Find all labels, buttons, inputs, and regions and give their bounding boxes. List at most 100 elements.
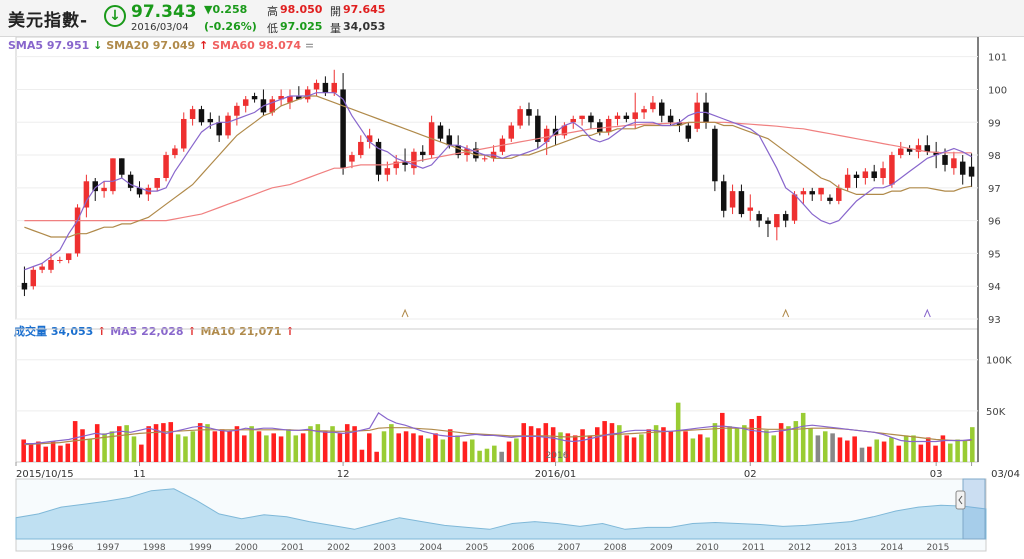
volume-bar: [477, 450, 482, 462]
volume-bar: [146, 426, 151, 462]
volume-bar: [712, 423, 718, 462]
candle-body: [818, 187, 824, 195]
candle-body: [65, 253, 72, 260]
candle-body: [154, 178, 160, 188]
candle-body: [101, 187, 107, 192]
candle-body: [242, 99, 249, 106]
navigator-year-label: 2013: [834, 543, 857, 553]
volume-bar: [403, 431, 409, 462]
candle-body: [393, 161, 399, 169]
candle-body: [959, 161, 966, 175]
volume-bar: [970, 427, 975, 462]
volume-bar: [124, 425, 129, 462]
open-label: 開: [330, 5, 341, 18]
vol-ma5-up-arrow-icon: ↑: [187, 325, 197, 338]
volume-bar: [278, 436, 284, 462]
volume-bar: [190, 431, 196, 462]
vol-ma5-legend: MA5 22,028: [110, 325, 184, 338]
candle-body: [570, 118, 576, 123]
volume-value: 34,053: [343, 20, 386, 33]
candle-body: [924, 145, 931, 152]
candle-body: [375, 141, 382, 175]
low-value: 97.025: [280, 20, 323, 33]
volume-bar: [845, 440, 850, 462]
high-value: 98.050: [280, 3, 323, 16]
price-tick-label: 95: [988, 249, 1001, 260]
volume-bar: [661, 427, 666, 462]
navigator-handle-body: [955, 490, 966, 510]
volume-bar: [514, 438, 519, 462]
candle-body: [48, 259, 54, 270]
candle-body: [331, 82, 337, 93]
volume-bar: [389, 424, 394, 462]
volume-bar: [242, 435, 247, 462]
candle-body: [296, 96, 302, 100]
candle-body: [898, 148, 904, 156]
volume-bar: [624, 435, 629, 462]
navigator-selection-window[interactable]: [962, 478, 986, 540]
sma5-down-arrow-icon: ↓: [93, 39, 103, 52]
candle-body: [809, 191, 815, 195]
price-plot-frame: [15, 37, 979, 320]
volume-bar: [874, 439, 880, 462]
volume-bar: [550, 427, 556, 462]
x-tick-label: 03/04: [991, 469, 1020, 480]
volume-bar: [322, 431, 328, 462]
volume-bar: [21, 439, 26, 462]
price-tick-label: 100: [988, 85, 1007, 96]
volume-bar: [249, 426, 254, 462]
candle-body: [889, 155, 895, 185]
candle-body: [251, 96, 258, 100]
volume-legend-value: 成交量 34,053: [14, 325, 94, 338]
volume-bar: [43, 446, 49, 462]
crossover-marker-icon: [923, 308, 931, 318]
volume-bar: [617, 425, 622, 462]
volume-bar: [65, 443, 71, 462]
x-tick-label: 03: [930, 469, 943, 480]
candle-body: [136, 187, 143, 195]
volume-bar: [153, 424, 159, 462]
candle-body: [526, 109, 532, 116]
volume-bar: [381, 431, 387, 462]
volume-year-label: 2016: [546, 451, 569, 461]
x-tick-label: 02: [744, 469, 757, 480]
price-legend: SMA5 97.951 ↓ SMA20 97.049 ↑ SMA60 98.07…: [8, 39, 314, 52]
volume-bar: [212, 431, 218, 462]
open-value: 97.645: [343, 3, 386, 16]
volume-bar: [175, 434, 181, 462]
volume-bar: [293, 435, 299, 462]
candle-body: [216, 122, 222, 136]
candle-body: [473, 148, 479, 159]
volume-bar: [359, 449, 365, 462]
volume-bar: [690, 438, 696, 462]
volume-bar: [506, 441, 512, 462]
candle-body: [729, 191, 736, 208]
candle-body: [862, 171, 869, 178]
volume-bar: [940, 435, 946, 462]
volume-bar: [484, 448, 490, 462]
candle-body: [517, 109, 523, 126]
candle-body: [225, 115, 231, 136]
navigator-year-label: 2007: [558, 543, 581, 553]
volume-bar: [168, 422, 174, 462]
candle-body: [172, 148, 178, 156]
volume-legend: 成交量 34,053 ↑ MA5 22,028 ↑ MA10 21,071 ↑: [14, 323, 295, 339]
candle-body: [765, 220, 771, 224]
price-volume-chart[interactable]: 93 94 95 96 97 98 99 100 101 50K 100K 2016 2015/10/1…: [0, 37, 1024, 559]
volume-bar: [264, 435, 269, 462]
navigator-year-label: 2006: [512, 543, 535, 553]
volume-bar: [742, 425, 747, 462]
candle-body: [402, 161, 408, 165]
quote-date: 2016/03/04: [131, 22, 189, 33]
scroll-left-handle-icon[interactable]: [955, 490, 966, 510]
sma60-line: [24, 121, 972, 222]
navigator-year-label: 2015: [926, 543, 949, 553]
volume-bar: [161, 423, 166, 462]
volume-bar: [778, 423, 784, 462]
candle-body: [605, 118, 612, 133]
volume-bar: [646, 429, 652, 462]
navigator-year-label: 2000: [235, 543, 258, 553]
volume-bar: [867, 446, 872, 462]
quote-header: 美元指數- ↓ 97.343 2016/03/04 ▼0.258 (-0.26%…: [0, 0, 1024, 37]
volume-bar: [447, 429, 453, 462]
